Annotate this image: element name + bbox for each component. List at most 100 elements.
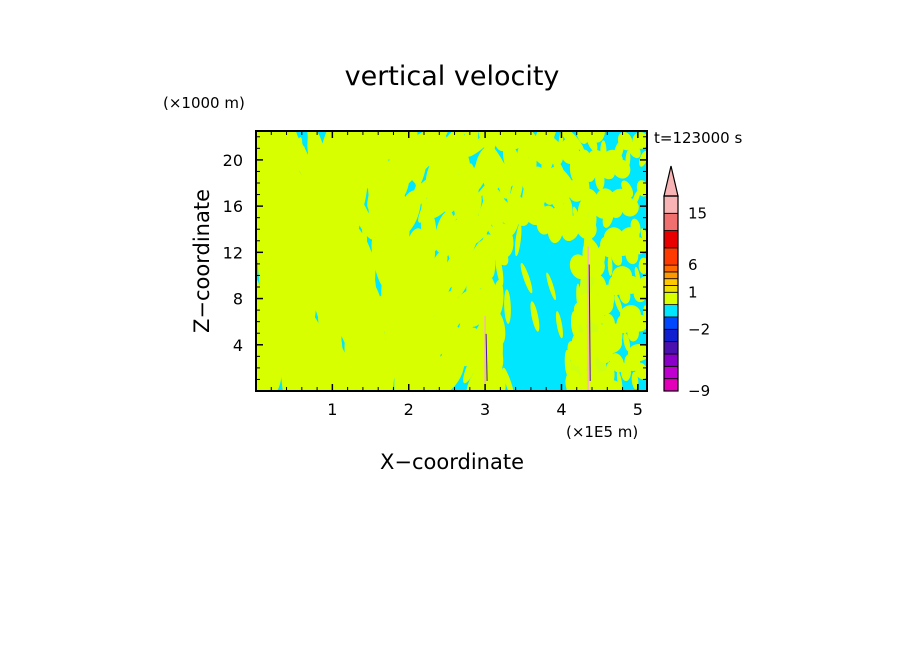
updraft-patch — [602, 207, 614, 228]
updraft-patch — [621, 180, 634, 198]
x-tick-label: 3 — [480, 400, 490, 419]
updraft-patch — [627, 323, 639, 342]
updraft-patch — [639, 151, 647, 167]
updraft-patch — [313, 188, 343, 241]
updraft-patch — [456, 307, 472, 347]
updraft-patch — [377, 295, 404, 343]
plot-frame — [255, 130, 648, 392]
updraft-patch — [276, 203, 292, 267]
updraft-patch — [407, 362, 420, 391]
updraft-patch — [375, 131, 396, 171]
updraft-patch — [602, 313, 616, 335]
updraft-patch — [504, 289, 511, 324]
updraft-patch — [307, 131, 316, 169]
updraft-patch — [360, 303, 377, 356]
updraft-patch — [614, 294, 623, 314]
contour-field — [256, 131, 647, 391]
colorbar-label: 15 — [688, 204, 707, 222]
colorbar-band — [663, 316, 679, 330]
downdraft-core — [588, 264, 591, 382]
updraft-patch — [568, 176, 588, 202]
y-axis: 4 8 12 16 20 — [223, 136, 647, 380]
colorbar-band — [663, 378, 679, 392]
colorbar-band — [663, 247, 679, 266]
updraft-patch — [560, 137, 580, 164]
updraft-patch — [429, 186, 461, 219]
updraft-patch — [497, 164, 511, 199]
x-unit-label: (×1E5 m) — [566, 423, 638, 441]
updraft-patch — [507, 131, 529, 150]
y-axis-label: Z−coordinate — [190, 189, 214, 333]
colorbar-label: 1 — [688, 283, 698, 301]
y-tick-label: 12 — [223, 243, 243, 262]
colorbar-label: −9 — [688, 382, 710, 400]
chart-title: vertical velocity — [345, 61, 560, 92]
updraft-patch — [381, 161, 406, 208]
updraft-patch — [343, 218, 374, 268]
updraft-patch — [453, 181, 469, 223]
x-tick-label: 4 — [556, 400, 566, 419]
updraft-patch — [607, 254, 613, 276]
updraft-patch — [620, 362, 632, 381]
updraft-patch — [631, 371, 639, 390]
updraft-patch — [465, 131, 496, 157]
updraft-patch — [514, 223, 522, 257]
colorbar-band — [663, 264, 679, 273]
updraft-patch — [561, 215, 581, 242]
updraft-patch — [620, 198, 639, 217]
colorbar-band — [663, 353, 679, 367]
updraft-patch — [530, 301, 540, 332]
updraft-patch — [420, 189, 427, 236]
colorbar-band — [663, 230, 679, 249]
updraft-patch — [323, 359, 344, 391]
updraft-patch — [523, 194, 546, 226]
colorbar-band — [663, 195, 679, 214]
updraft-patch — [352, 350, 358, 391]
updraft-patch — [546, 272, 556, 301]
updraft-patch — [493, 279, 504, 316]
updraft-patch — [343, 303, 363, 357]
updraft-patch — [612, 159, 631, 179]
updraft-patch — [548, 186, 565, 213]
updraft-patch — [627, 141, 641, 159]
updraft-patch — [333, 137, 350, 195]
updraft-patch — [567, 131, 585, 152]
colorbar-extension — [663, 165, 679, 197]
updraft-patch — [256, 131, 270, 183]
updraft-patch — [407, 327, 434, 368]
updraft-patch — [595, 168, 605, 191]
updraft-patch — [256, 299, 271, 365]
y-unit-label: (×1000 m) — [163, 94, 245, 112]
updraft-patch — [373, 207, 387, 258]
updraft-patch — [616, 371, 623, 391]
updraft-patch — [491, 202, 503, 239]
updraft-patch — [395, 131, 418, 160]
updraft-patch — [493, 131, 512, 152]
updraft-patch — [459, 220, 479, 260]
x-tick-label: 2 — [404, 400, 414, 419]
updraft-patch — [495, 250, 504, 286]
colorbar-band — [663, 278, 679, 286]
updraft-patch — [505, 203, 520, 237]
updraft-patch — [269, 164, 284, 229]
colorbar: −9 −2 1 6 15 — [663, 165, 710, 400]
y-tick-label: 8 — [233, 290, 243, 309]
updraft-patch — [401, 287, 423, 331]
updraft-patch — [353, 341, 369, 391]
updraft-patch — [386, 333, 411, 382]
time-label: t=123000 s — [654, 129, 742, 147]
updraft-patch — [422, 277, 445, 321]
updraft-patch — [330, 224, 343, 282]
updraft-patch — [398, 157, 432, 191]
updraft-patch — [541, 146, 555, 176]
colorbar-band — [663, 285, 679, 293]
updraft-patch — [625, 246, 639, 265]
updraft-patch — [584, 158, 598, 182]
updraft-patch — [436, 356, 465, 391]
colorbar-band — [663, 341, 679, 355]
x-tick-label: 5 — [633, 400, 643, 419]
downdraft-core — [485, 333, 488, 382]
updraft-patch — [266, 131, 282, 182]
updraft-patch — [415, 141, 428, 188]
plume-flank — [471, 171, 500, 391]
